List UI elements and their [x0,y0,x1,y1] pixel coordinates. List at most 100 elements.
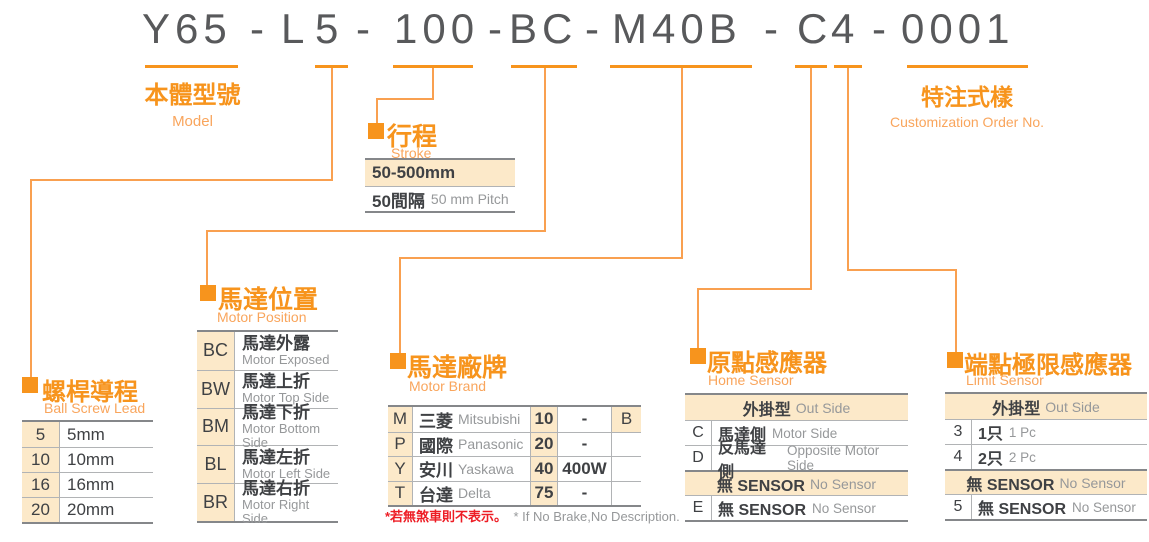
brake-code [612,482,641,506]
lead-value: 5mm [67,424,105,444]
model-code-part-home-sensor: C [797,5,833,52]
motor-brand-title-en: Motor Brand [409,378,487,394]
limit-sensor-bullet-icon [947,352,963,368]
ball-screw-lead-bullet-icon [22,377,38,393]
sensor-en: Motor Side [772,425,838,441]
footnote-zh: *若無煞車則不表示。 [385,509,508,524]
stroke-title-en: Stroke [391,145,432,161]
label-customization-zh: 特注式樣 [921,84,1013,110]
underline-lead [315,65,348,68]
brand-zh: 台達 [419,485,453,505]
model-code-part-limit-sensor: 4 [831,5,860,52]
brake-code [612,433,641,457]
model-code-separator: - [764,5,783,52]
label-model-zh: 本體型號 [144,82,241,109]
table-row: 50-500mm [365,160,515,186]
stroke-pitch-zh: 50間隔 [372,191,425,211]
table-row-header: 外掛型 Out Side [945,394,1147,419]
watt-code: 10 [531,407,558,432]
motor-brand-title-zh: 馬達廠牌 [407,354,508,382]
model-code-part-motor-position: BC [509,5,578,52]
table-row: 5 5mm [22,422,153,447]
watt-code: 20 [531,432,558,456]
underline-motor-brand [610,65,752,68]
stroke-range: 50-500mm [372,163,456,182]
table-row: Y 安川 Yaskawa 40 400W [388,456,641,481]
position-en: Motor Bottom Side [242,421,321,450]
sensor-zh: 無 SENSOR [978,501,1067,518]
position-code: BM [197,408,235,446]
motor-brand-footnote: *若無煞車則不表示。 * If No Brake,No Description. [385,506,680,526]
sensor-code: 5 [945,495,972,519]
stroke-pitch-en: 50 mm Pitch [430,191,509,207]
sensor-header-zh: 外掛型 [742,401,791,419]
brand-code: M [388,407,413,432]
stroke-bullet-icon [368,123,384,139]
table-row: 50間隔 50 mm Pitch [365,186,515,211]
sensor-header-zh: 無 SENSOR [966,476,1055,494]
underline-order-no [907,65,1028,68]
sensor-zh: 無 SENSOR [718,502,807,519]
position-en: Motor Exposed [242,351,330,367]
model-code-separator: - [585,5,604,52]
table-row: E 無 SENSOR No Sensor [685,495,908,520]
table-row: T 台達 Delta 75 - [388,480,641,506]
model-code-part-model: Y65 [142,5,232,52]
sensor-code: 4 [945,445,972,469]
table-row: 3 1只 1 Pc [945,419,1147,444]
label-customization: 特注式樣 Customization Order No. [860,78,1074,130]
sensor-header-en: Out Side [1045,398,1100,415]
position-zh: 馬達下折 [242,403,310,422]
sensor-zh: 1只 [978,426,1003,443]
table-row: BR 馬達右折 Motor Right Side [197,478,338,525]
sensor-header-en: No Sensor [809,475,877,492]
watt-value: - [558,432,612,456]
model-code-part-l: L [281,5,310,52]
motor-brand-bullet-icon [390,353,406,369]
brake-code [612,457,641,481]
model-code-separator: - [872,5,891,52]
table-row: 20 20mm [22,497,153,522]
brake-code: B [612,407,641,432]
home-sensor-bullet-icon [690,348,706,364]
brand-zh: 國際 [419,436,453,456]
model-code-part-order-no: 0001 [901,5,1015,52]
position-zh: 馬達外露 [242,333,310,353]
lead-code: 16 [22,473,60,497]
sensor-header-en: Out Side [795,399,851,416]
underline-home-sensor [795,65,827,68]
table-row-header: 無 SENSOR No Sensor [945,469,1147,494]
table-row: 5 無 SENSOR No Sensor [945,494,1147,519]
sensor-en: 1 Pc [1008,424,1036,440]
model-code-separator: - [356,5,375,52]
sensor-code: E [685,496,712,520]
sensor-code: D [685,446,712,470]
underline-motor-position [511,65,577,68]
sensor-en: No Sensor [1072,499,1136,515]
table-row: BL 馬達左折 Motor Left Side [197,445,338,484]
model-code-part-motor-brand: M40B [612,5,742,52]
table-row: 10 10mm [22,447,153,472]
motor-brand-table: M 三菱 Mitsubishi 10 - B P 國際 Panasonic 20 -… [388,405,641,507]
ball-screw-lead-table: 5 5mm 10 10mm 16 16mm 20 20mm [22,420,153,524]
home-sensor-table: 外掛型 Out Side C 馬達側 Motor Side D 反馬達側 Oppos… [685,393,908,522]
brand-code: T [388,481,413,505]
motor-position-title-zh: 馬達位置 [218,286,319,314]
brand-en: Yaskawa [458,460,514,477]
brand-en: Delta [458,485,491,502]
lead-code: 5 [22,422,60,447]
watt-code: 75 [531,481,558,505]
label-model: 本體型號 Model [120,75,265,130]
position-zh: 馬達右折 [242,478,310,498]
position-zh: 馬達上折 [242,372,310,392]
table-row: BC 馬達外露 Motor Exposed [197,332,338,370]
limit-sensor-title-zh: 端點極限感應器 [964,352,1132,379]
sensor-zh: 2只 [978,451,1003,468]
watt-value: 400W [558,457,612,481]
sensor-zh: 馬達側 [718,427,767,444]
brand-zh: 三菱 [419,411,453,431]
brand-en: Panasonic [458,436,524,453]
sensor-header-en: No Sensor [1059,474,1126,491]
footnote-en: * If No Brake,No Description. [513,509,680,524]
position-zh: 馬達左折 [242,447,310,467]
